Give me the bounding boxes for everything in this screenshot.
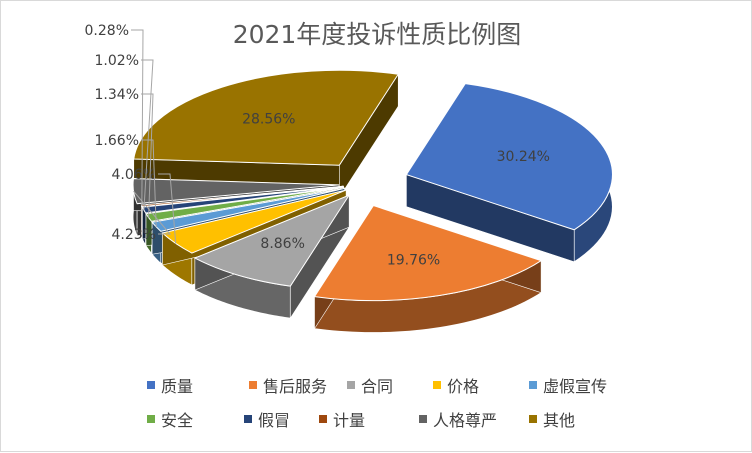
data-label-6: 1.02% xyxy=(95,53,139,69)
leader-line-7 xyxy=(131,29,144,206)
data-label-8: 4.23% xyxy=(112,227,156,243)
leader-line-4 xyxy=(141,139,157,227)
legend-swatch xyxy=(147,415,155,423)
legend-item-2: 合同 xyxy=(347,373,393,397)
legend-item-7: 计量 xyxy=(319,407,365,431)
leader-line-3 xyxy=(158,173,177,244)
data-label-1: 19.76% xyxy=(387,252,440,268)
pie-slice-0 xyxy=(405,83,613,231)
legend-label: 质量 xyxy=(161,377,194,396)
legend-item-5: 安全 xyxy=(147,407,193,431)
legend-item-8: 人格尊严 xyxy=(419,407,497,431)
legend-label: 价格 xyxy=(447,377,480,396)
legend-swatch xyxy=(319,415,327,423)
legend-swatch xyxy=(244,415,252,423)
data-label-2: 8.86% xyxy=(260,236,304,252)
pie-slice-5 xyxy=(145,186,345,222)
legend-swatch xyxy=(147,381,155,389)
legend-swatch xyxy=(529,415,537,423)
data-label-5: 1.34% xyxy=(95,87,139,103)
legend-item-0: 质量 xyxy=(147,373,193,397)
data-label-9: 28.56% xyxy=(242,111,295,127)
legend-swatch xyxy=(433,381,441,389)
legend-label: 合同 xyxy=(361,377,394,396)
legend-item-4: 虚假宣传 xyxy=(529,373,607,397)
legend-label: 假冒 xyxy=(258,411,291,430)
leader-line-6 xyxy=(141,59,154,211)
legend-label: 虚假宣传 xyxy=(543,377,608,396)
legend-label: 售后服务 xyxy=(263,377,328,396)
leader-line-8 xyxy=(133,190,172,235)
legend-label: 计量 xyxy=(333,411,366,430)
pie-slice-2 xyxy=(193,194,351,287)
data-label-4: 1.66% xyxy=(95,133,139,149)
legend-swatch xyxy=(249,381,257,389)
legend-swatch xyxy=(419,415,427,423)
chart-title: 2021年度投诉性质比例图 xyxy=(232,20,522,49)
legend-item-3: 价格 xyxy=(433,373,479,397)
data-label-0: 30.24% xyxy=(497,149,550,165)
leader-line-5 xyxy=(141,93,154,218)
pie-slice-1 xyxy=(313,204,543,302)
legend-item-9: 其他 xyxy=(529,407,575,431)
legend-item-6: 假冒 xyxy=(244,407,290,431)
legend-label: 安全 xyxy=(161,411,194,430)
legend-label: 人格尊严 xyxy=(433,411,498,430)
data-label-7: 0.28% xyxy=(85,23,129,39)
data-label-3: 4.06% xyxy=(112,167,156,183)
legend-swatch xyxy=(529,381,537,389)
legend-label: 其他 xyxy=(543,411,576,430)
legend-swatch xyxy=(347,381,355,389)
legend-item-1: 售后服务 xyxy=(249,373,327,397)
